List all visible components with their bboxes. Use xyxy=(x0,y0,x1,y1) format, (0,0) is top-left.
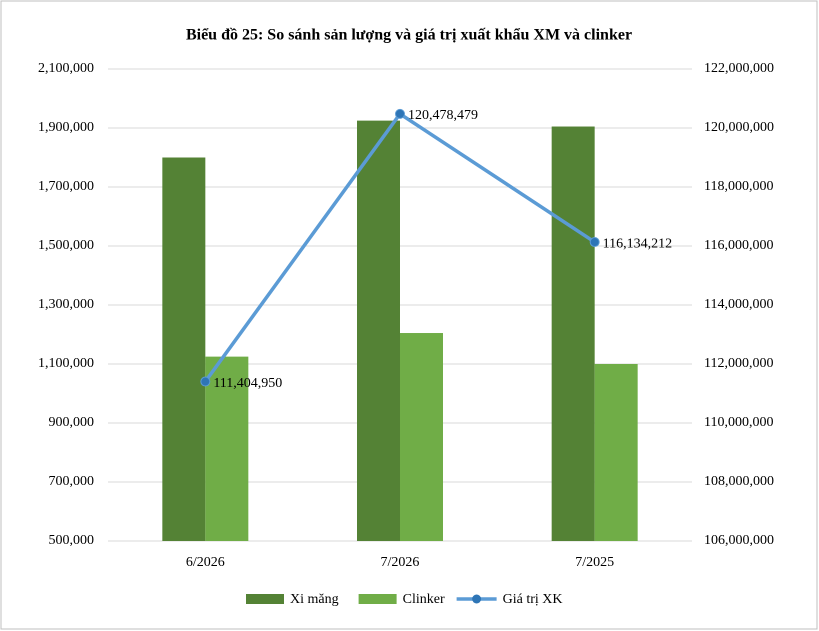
line-marker xyxy=(395,108,405,119)
legend-label: Clinker xyxy=(403,592,445,607)
data-label: 120,478,479 xyxy=(408,108,478,123)
data-label: 116,134,212 xyxy=(603,236,672,251)
y2-tick-label: 106,000,000 xyxy=(704,533,774,548)
bar xyxy=(162,157,206,541)
bar xyxy=(400,333,443,541)
y-tick-label: 1,900,000 xyxy=(38,120,94,135)
legend-swatch xyxy=(358,594,397,604)
line-marker xyxy=(200,376,211,387)
line-marker xyxy=(589,237,600,248)
y-tick-label: 1,500,000 xyxy=(38,238,94,253)
bar xyxy=(594,364,638,541)
y2-tick-label: 114,000,000 xyxy=(704,297,773,312)
y-tick-label: 1,700,000 xyxy=(38,179,94,194)
bar xyxy=(357,120,400,541)
x-tick-label: 7/2026 xyxy=(381,555,420,570)
x-tick-label: 7/2025 xyxy=(575,555,614,570)
bar xyxy=(551,126,595,542)
y-tick-label: 2,100,000 xyxy=(38,61,94,76)
x-tick-label: 6/2026 xyxy=(186,555,225,570)
bar xyxy=(205,356,249,541)
legend-label: Xi măng xyxy=(290,592,339,607)
y-tick-label: 1,100,000 xyxy=(38,356,94,371)
legend-swatch xyxy=(246,594,284,604)
y-tick-label: 1,300,000 xyxy=(38,297,94,312)
data-label: 111,404,950 xyxy=(213,376,282,391)
y2-tick-label: 120,000,000 xyxy=(704,120,774,135)
y-tick-label: 500,000 xyxy=(49,533,95,548)
y-tick-label: 700,000 xyxy=(49,474,95,489)
y2-tick-label: 110,000,000 xyxy=(704,415,773,430)
legend-label: Giá trị XK xyxy=(503,592,563,607)
y2-tick-label: 112,000,000 xyxy=(704,356,773,371)
y2-tick-label: 108,000,000 xyxy=(704,474,774,489)
y2-tick-label: 116,000,000 xyxy=(704,238,773,253)
y2-tick-label: 122,000,000 xyxy=(704,61,774,76)
chart-title: Biểu đồ 25: So sánh sản lượng và giá trị… xyxy=(186,27,632,44)
y-tick-label: 900,000 xyxy=(49,415,95,430)
legend-swatch xyxy=(472,594,482,604)
y2-tick-label: 118,000,000 xyxy=(704,179,773,194)
